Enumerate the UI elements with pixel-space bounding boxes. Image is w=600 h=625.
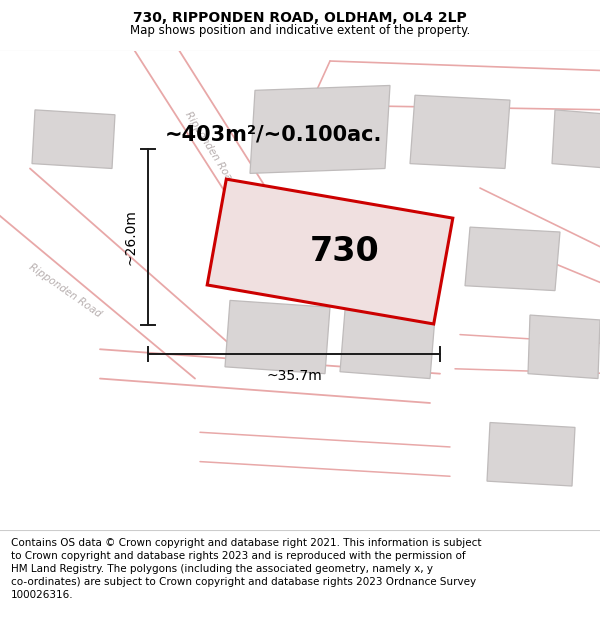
- Text: ~35.7m: ~35.7m: [266, 369, 322, 382]
- Polygon shape: [528, 315, 600, 379]
- Text: Ripponden Road: Ripponden Road: [183, 110, 237, 188]
- Text: Map shows position and indicative extent of the property.: Map shows position and indicative extent…: [130, 24, 470, 37]
- Polygon shape: [465, 227, 560, 291]
- Text: Ripponden Road: Ripponden Road: [27, 262, 103, 319]
- Polygon shape: [32, 110, 115, 169]
- Polygon shape: [225, 301, 330, 374]
- Text: Contains OS data © Crown copyright and database right 2021. This information is : Contains OS data © Crown copyright and d…: [11, 538, 481, 601]
- Polygon shape: [207, 179, 453, 324]
- Polygon shape: [250, 86, 390, 173]
- Polygon shape: [552, 110, 600, 169]
- Polygon shape: [340, 310, 435, 379]
- Text: ~403m²/~0.100ac.: ~403m²/~0.100ac.: [165, 124, 382, 144]
- Text: 730, RIPPONDEN ROAD, OLDHAM, OL4 2LP: 730, RIPPONDEN ROAD, OLDHAM, OL4 2LP: [133, 11, 467, 25]
- Polygon shape: [410, 95, 510, 169]
- Text: 730: 730: [310, 235, 380, 268]
- Polygon shape: [487, 422, 575, 486]
- Text: ~26.0m: ~26.0m: [124, 209, 138, 265]
